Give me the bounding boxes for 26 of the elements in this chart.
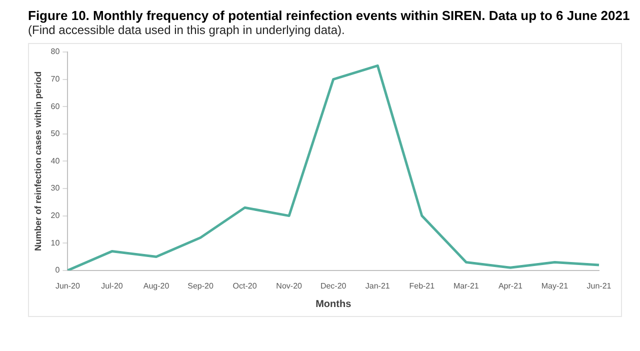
x-tick-label: Apr-21	[498, 281, 524, 290]
y-tick-label: 80	[50, 47, 60, 56]
y-tick-label: 40	[50, 156, 60, 166]
y-tick-label: 10	[50, 238, 60, 248]
x-tick-label: Nov-20	[276, 281, 303, 290]
x-tick-label: Jun-20	[55, 281, 80, 290]
x-tick-label: May-21	[541, 281, 569, 290]
y-tick-label: 20	[50, 211, 60, 220]
x-tick-label: Sep-20	[188, 281, 214, 290]
x-tick-label: Jan-21	[365, 281, 390, 290]
x-tick-label: Dec-20	[320, 281, 347, 290]
x-tick-label: Jun-21	[586, 281, 612, 290]
chart-subtitle: (Find accessible data used in this graph in underlying data).	[28, 23, 346, 37]
x-tick-label: Aug-20	[143, 281, 170, 290]
x-axis-title: Months	[316, 298, 352, 310]
y-tick-label: 60	[50, 102, 60, 111]
x-tick-label: Mar-21	[454, 281, 480, 290]
x-tick-label: Jul-20	[101, 281, 124, 290]
x-tick-label: Feb-21	[409, 281, 436, 290]
y-axis-title: Number of reinfection cases within period	[32, 71, 43, 251]
chart-title: Figure 10. Monthly frequency of potential reinfection events within SIREN. Data up to 6 June 2021	[28, 8, 631, 23]
y-tick-label: 0	[55, 266, 60, 275]
y-tick-label: 70	[50, 74, 60, 84]
x-tick-label: Oct-20	[232, 281, 258, 290]
y-tick-label: 50	[50, 129, 60, 138]
y-tick-label: 30	[50, 184, 60, 193]
